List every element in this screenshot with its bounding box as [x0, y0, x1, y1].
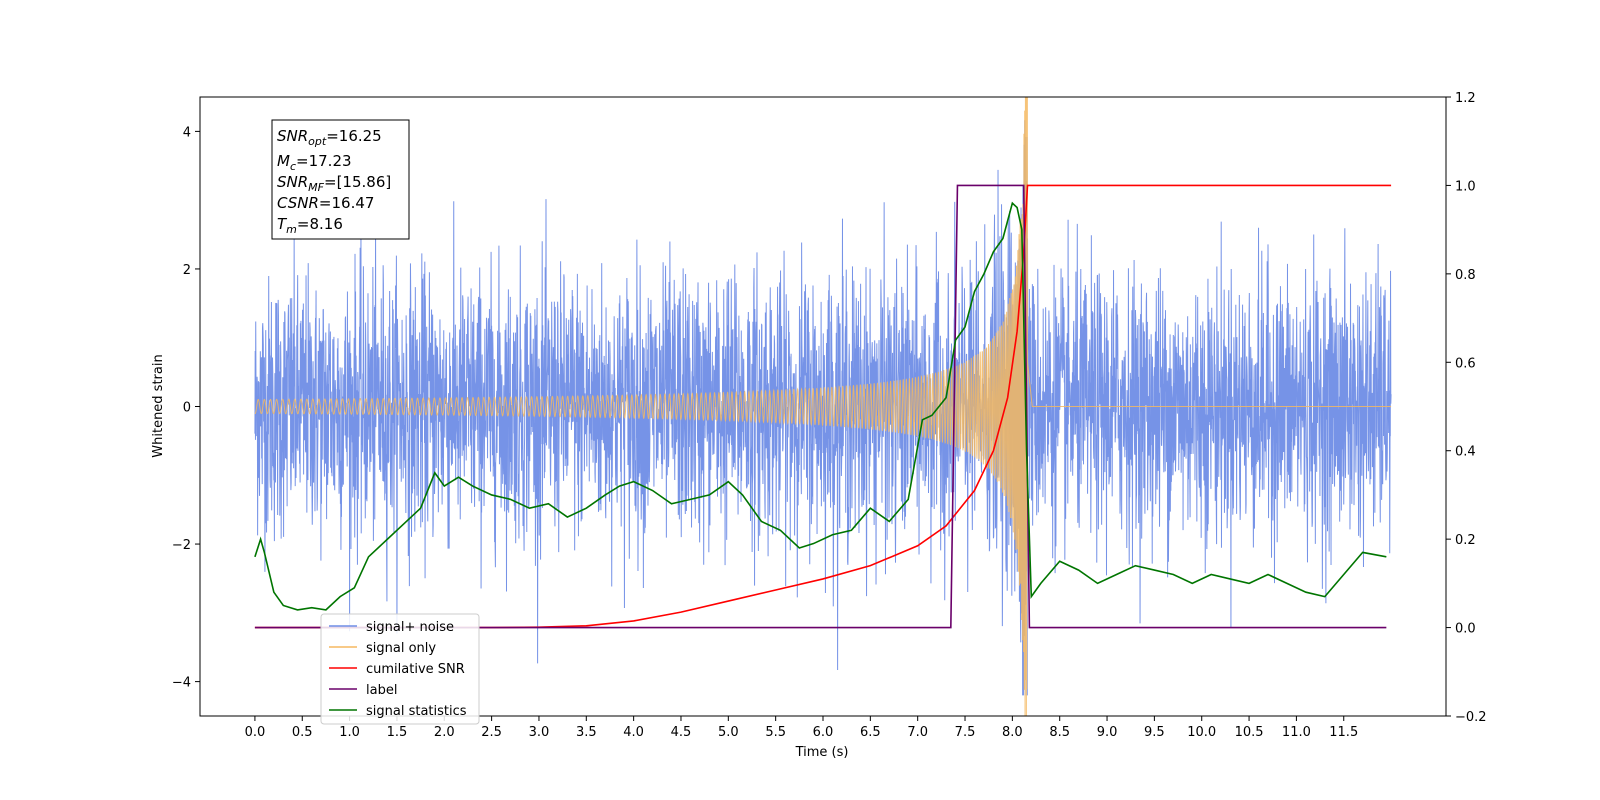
legend-label-signal-only: signal only [366, 641, 436, 656]
x-tick-label: 7.0 [907, 725, 928, 740]
y-tick-label: 2 [183, 263, 191, 278]
x-axis: 0.0 0.5 1.0 1.5 2.0 2.5 3.0 3.5 4.0 4.5 5.0 5.5 6.0 6… [245, 716, 1358, 740]
y-tick-label: −2 [172, 538, 191, 553]
series-layer [254, 97, 1392, 716]
x-tick-label: 5.0 [718, 725, 739, 740]
x-tick-label: 9.0 [1097, 725, 1118, 740]
series-signal-noise [254, 120, 1392, 696]
snr-mf-annotation: SNRMF=[15.86] [277, 173, 391, 194]
x-tick-label: 0.0 [245, 725, 266, 740]
x-tick-label: 6.5 [860, 725, 881, 740]
x-tick-label: 1.5 [387, 725, 408, 740]
csnr-annotation: CSNR=16.47 [277, 194, 374, 212]
y2-tick-label: 0.4 [1455, 445, 1476, 460]
x-tick-label: 3.5 [576, 725, 597, 740]
legend-label-label: label [366, 683, 397, 698]
series-signal-statistics [254, 201, 1387, 611]
x-tick-label: 9.5 [1144, 725, 1165, 740]
y-tick-label: −4 [172, 676, 191, 691]
parameter-annotation-box: SNRopt=16.25 Mc=17.23 SNRMF=[15.86] CSNR… [271, 119, 410, 240]
y2-tick-label: 1.0 [1455, 179, 1476, 194]
x-tick-label: 6.0 [813, 725, 834, 740]
legend-label-signal-noise: signal+ noise [366, 620, 454, 635]
y-tick-label: 0 [183, 401, 191, 416]
x-tick-label: 1.0 [339, 725, 360, 740]
snr-opt-annotation: SNRopt=16.25 [277, 127, 382, 148]
legend: signal+ noise signal only cumilative SNR… [320, 613, 480, 725]
tm-annotation: Tm=8.16 [277, 215, 343, 236]
legend-frame [320, 613, 480, 725]
x-axis-label: Time (s) [795, 745, 849, 760]
x-tick-label: 7.5 [955, 725, 976, 740]
series-signal-only [254, 97, 1392, 716]
x-tick-label: 11.0 [1282, 725, 1311, 740]
x-tick-label: 10.0 [1187, 725, 1216, 740]
legend-label-cumulative-snr: cumilative SNR [366, 662, 465, 677]
x-tick-label: 11.5 [1329, 725, 1358, 740]
y2-tick-label: 1.2 [1455, 91, 1476, 106]
y-tick-label: 4 [183, 125, 191, 140]
series-label [254, 184, 1387, 629]
y-axis-left: 4 2 0 −2 −4 [172, 125, 200, 691]
series-cumulative-snr [254, 184, 1392, 629]
mc-annotation: Mc=17.23 [277, 152, 352, 173]
x-tick-label: 2.5 [481, 725, 502, 740]
legend-label-signal-statistics: signal statistics [366, 704, 467, 719]
x-tick-label: 4.0 [623, 725, 644, 740]
y-axis-right: 1.2 1.0 0.8 0.6 0.4 0.2 0.0 −0.2 [1446, 91, 1487, 725]
y-axis-label: Whitened strain [151, 354, 166, 457]
x-tick-label: 3.0 [529, 725, 550, 740]
x-tick-label: 10.5 [1235, 725, 1264, 740]
y2-tick-label: 0.0 [1455, 622, 1476, 637]
y2-tick-label: 0.6 [1455, 356, 1476, 371]
x-tick-label: 8.5 [1049, 725, 1070, 740]
x-tick-label: 2.0 [434, 725, 455, 740]
y2-tick-label: 0.8 [1455, 268, 1476, 283]
x-tick-label: 4.5 [671, 725, 692, 740]
x-tick-label: 0.5 [292, 725, 313, 740]
x-tick-label: 8.0 [1002, 725, 1023, 740]
y2-tick-label: −0.2 [1455, 710, 1487, 725]
y2-tick-label: 0.2 [1455, 533, 1476, 548]
x-tick-label: 5.5 [765, 725, 786, 740]
